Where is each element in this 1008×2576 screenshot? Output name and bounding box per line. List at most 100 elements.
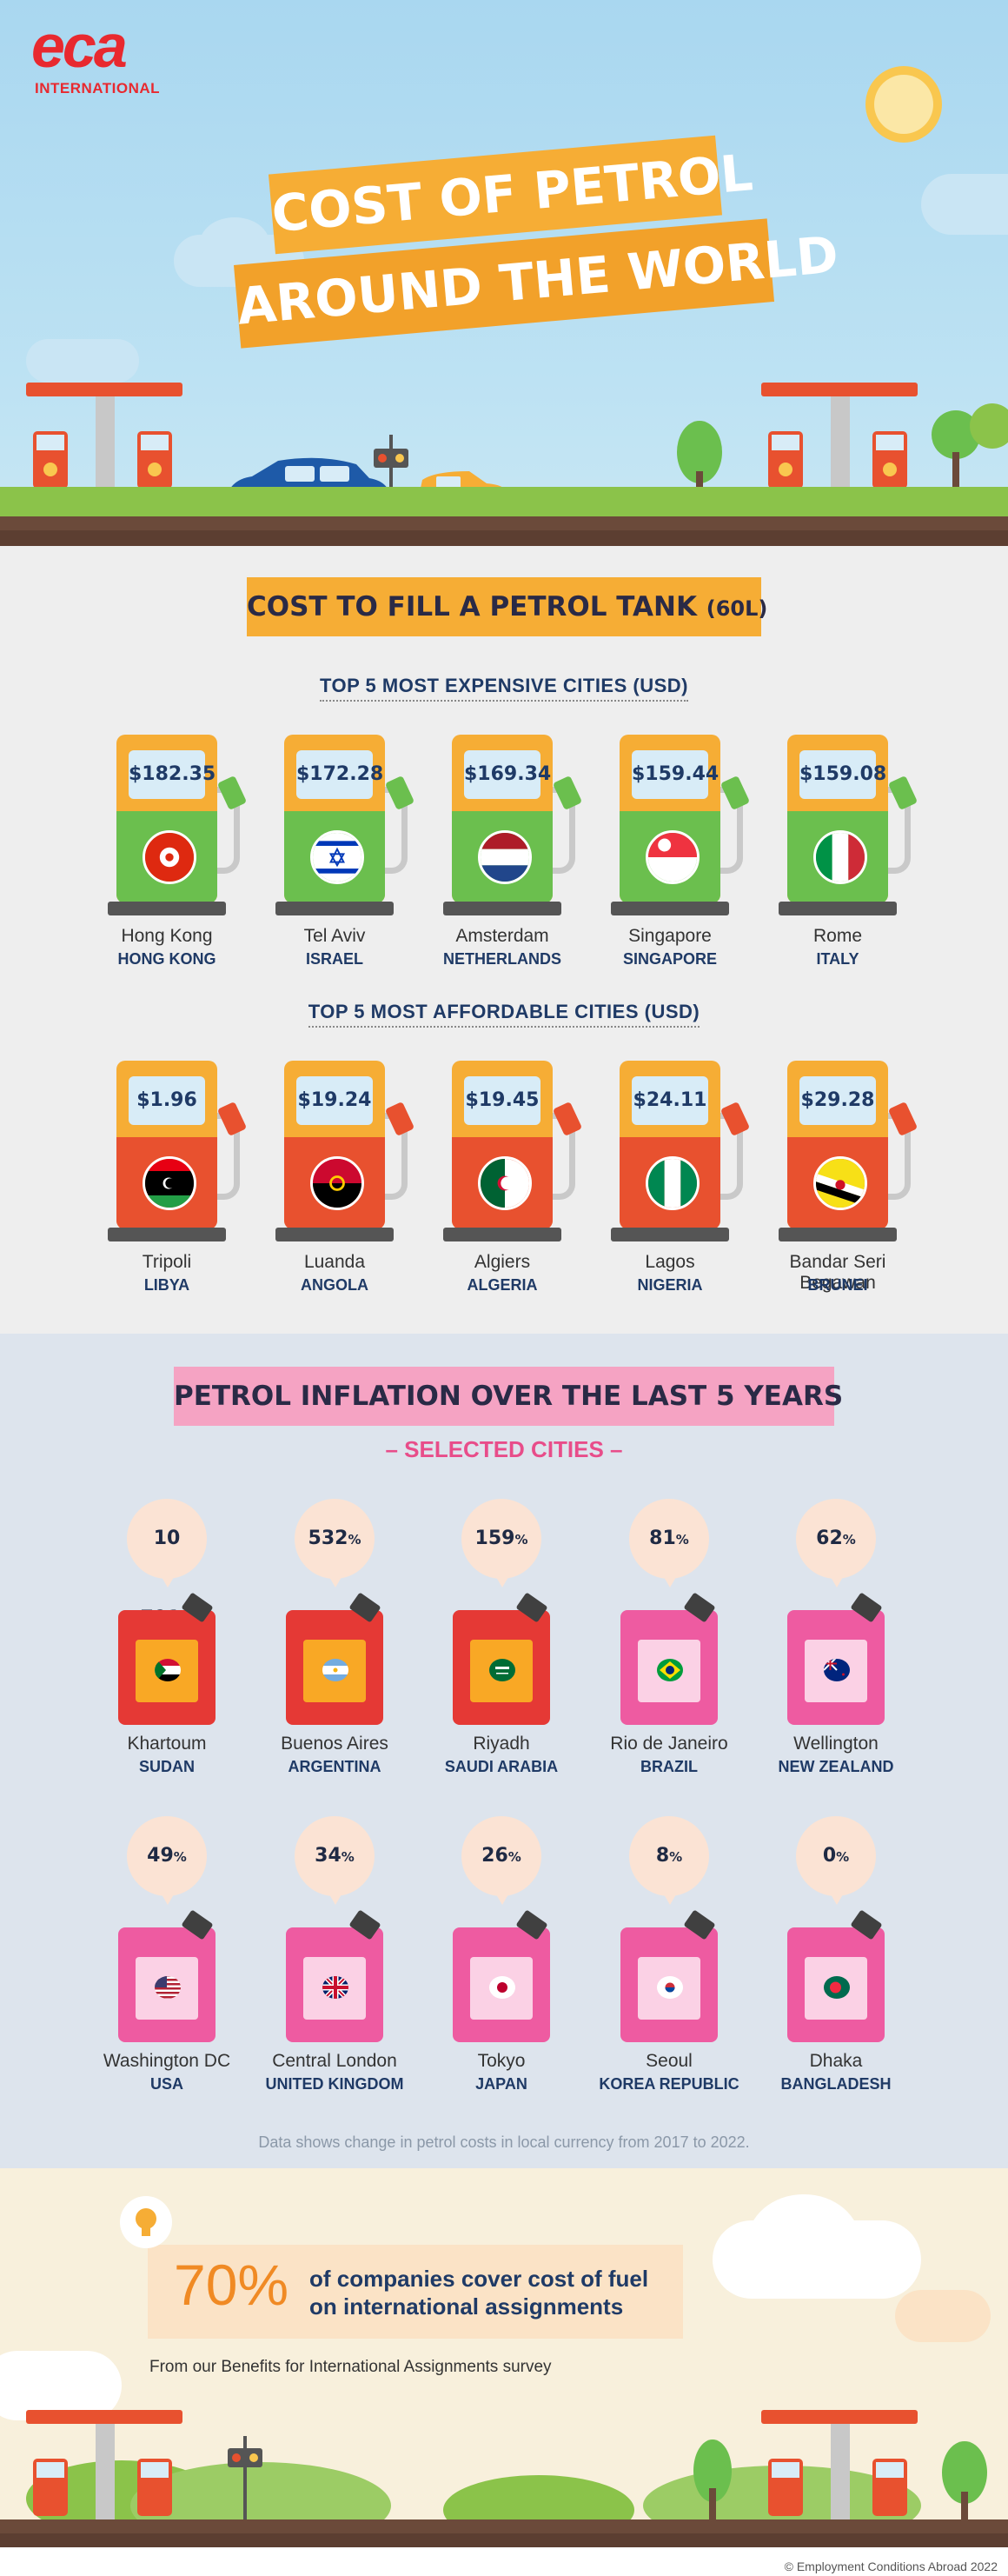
italy-flag-icon	[813, 830, 867, 884]
pump-body: $159.44	[620, 735, 720, 903]
cloud-decoration	[895, 2290, 991, 2342]
pump-body: $29.28	[787, 1061, 888, 1229]
inflation-unit: %	[173, 1849, 187, 1865]
petrol-station-left-icon	[26, 383, 182, 492]
country-name: ITALY	[816, 950, 859, 968]
inflation-section-title: PETROL INFLATION OVER THE LAST 5 YEARS	[174, 1367, 843, 1426]
fuel-can-icon	[620, 1909, 718, 2042]
city-name: Rome	[812, 926, 863, 946]
fuel-can-cap	[850, 1909, 883, 1940]
cloud-decoration	[26, 339, 139, 383]
inflation-unit: %	[842, 1532, 856, 1548]
inflation-value: 8	[655, 1845, 670, 1867]
city-name: Algiers	[474, 1252, 531, 1272]
affordable-heading: TOP 5 MOST AFFORDABLE CITIES (USD)	[0, 1001, 1008, 1028]
hero-section: eca INTERNATIONAL COST OF PETROL AROUND …	[0, 0, 1008, 546]
inflation-value: 532	[308, 1528, 348, 1549]
petrol-pump-card: $159.44	[611, 735, 751, 915]
survey-line1: of companies cover cost of fuel	[309, 2266, 649, 2292]
cloud-decoration	[921, 174, 1008, 235]
expensive-heading: TOP 5 MOST EXPENSIVE CITIES (USD)	[0, 675, 1008, 702]
eca-logo-subtitle: INTERNATIONAL	[35, 80, 161, 97]
algeria-flag-icon	[478, 1156, 532, 1210]
city-name: Tel Aviv	[303, 926, 366, 946]
cost-title-suffix: (60L)	[706, 596, 768, 621]
city-name: Buenos Aires	[281, 1734, 388, 1754]
pump-price: $169.34	[464, 750, 551, 799]
petrol-pump-card: $159.08	[779, 735, 918, 915]
fuel-can-label	[805, 1957, 867, 2020]
pump-body: $24.11	[620, 1061, 720, 1229]
city-name: Singapore	[628, 926, 712, 946]
cost-section: COST TO FILL A PETROL TANK (60L) TOP 5 M…	[0, 546, 1008, 1334]
pump-price: $19.45	[464, 1076, 540, 1125]
country-name: BANGLADESH	[780, 2075, 892, 2093]
pump-body: $172.28	[284, 735, 385, 903]
pump-price: $19.24	[296, 1076, 373, 1125]
singapore-flag-icon	[646, 830, 700, 884]
copyright-text: © Employment Conditions Abroad 2022	[784, 2559, 998, 2573]
city-name: Riyadh	[473, 1734, 530, 1754]
brazil-flag-icon	[657, 1659, 683, 1681]
inflation-value-bubble: 26%	[461, 1816, 541, 1905]
fuel-can-cap	[515, 1909, 548, 1940]
bangladesh-flag-icon	[824, 1976, 850, 1999]
fuel-can-label	[638, 1640, 700, 1702]
korea-flag-icon	[657, 1976, 683, 1999]
survey-section: 70% of companies cover cost of fuel on i…	[0, 2168, 1008, 2576]
libya-flag-icon	[143, 1156, 196, 1210]
israel-flag-icon	[310, 830, 364, 884]
pump-base	[443, 902, 561, 915]
cloud-decoration	[200, 217, 269, 270]
city-name: Bandar Seri Begawan	[789, 1252, 886, 1293]
brunei-flag-icon	[813, 1156, 867, 1210]
pump-base	[611, 902, 729, 915]
fuel-can-label	[136, 1957, 198, 2020]
inflation-value: 62	[816, 1528, 843, 1549]
hong-kong-flag-icon	[143, 830, 196, 884]
expensive-heading-text: TOP 5 MOST EXPENSIVE CITIES (USD)	[320, 675, 688, 702]
inflation-value: 0	[822, 1845, 837, 1867]
sudan-flag-icon	[155, 1659, 181, 1681]
pump-price: $172.28	[296, 750, 383, 799]
pump-body: $19.45	[452, 1061, 553, 1229]
inflation-value-bubble: 159%	[461, 1499, 541, 1588]
angola-flag-icon	[310, 1156, 364, 1210]
japan-flag-icon	[489, 1976, 515, 1999]
fuel-can-icon	[787, 1592, 885, 1725]
survey-line2: on international assignments	[309, 2293, 624, 2320]
pump-base	[275, 902, 394, 915]
country-name: KOREA REPUBLIC	[599, 2075, 739, 2093]
netherlands-flag-icon	[478, 830, 532, 884]
pump-body: $169.34	[452, 735, 553, 903]
inflation-value: 26	[481, 1845, 508, 1867]
country-name: ALGERIA	[467, 1276, 538, 1294]
city-name: Khartoum	[127, 1734, 207, 1754]
city-name: Rio de Janeiro	[610, 1734, 728, 1754]
petrol-pump-card: $172.28	[275, 735, 415, 915]
city-name: Amsterdam	[455, 926, 549, 946]
inflation-value-bubble: 49%	[127, 1816, 207, 1905]
inflation-value: 159	[474, 1528, 515, 1549]
bottom-scenery-icon	[0, 2410, 1008, 2576]
country-name: HONG KONG	[117, 950, 216, 968]
country-name: NIGERIA	[637, 1276, 703, 1294]
inflation-value-bubble: 10 791%	[127, 1499, 207, 1629]
pump-body: $19.24	[284, 1061, 385, 1229]
pump-price: $29.28	[799, 1076, 876, 1125]
country-name: USA	[149, 2075, 183, 2093]
pump-base	[108, 902, 226, 915]
survey-percent: 70%	[174, 2253, 289, 2317]
argentina-flag-icon	[322, 1659, 348, 1681]
city-name: Washington DC	[103, 2051, 231, 2071]
country-name: ANGOLA	[301, 1276, 368, 1294]
city-name: Tripoli	[142, 1252, 192, 1272]
country-name: LIBYA	[143, 1276, 190, 1294]
cost-title-text: COST TO FILL A PETROL TANK	[247, 591, 697, 622]
city-name: Hong Kong	[121, 926, 213, 946]
inflation-value-bubble: 8%	[629, 1816, 709, 1905]
inflation-section: PETROL INFLATION OVER THE LAST 5 YEARS –…	[0, 1334, 1008, 2168]
petrol-pump-card: $169.34	[443, 735, 583, 915]
tree-icon	[677, 421, 722, 494]
nigeria-flag-icon	[646, 1156, 700, 1210]
